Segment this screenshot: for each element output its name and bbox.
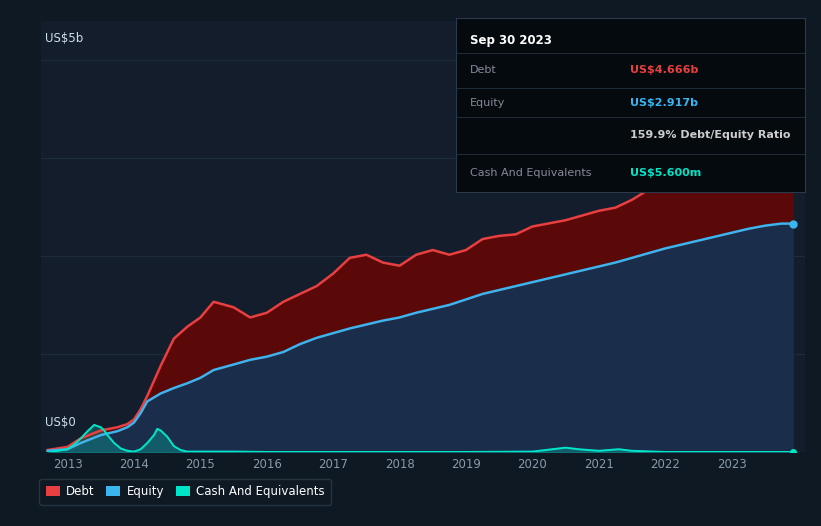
Legend: Debt, Equity, Cash And Equivalents: Debt, Equity, Cash And Equivalents — [39, 479, 331, 504]
Text: US$5.600m: US$5.600m — [631, 168, 701, 178]
Text: Debt: Debt — [470, 65, 497, 76]
Text: US$5b: US$5b — [45, 32, 83, 45]
Text: Cash And Equivalents: Cash And Equivalents — [470, 168, 591, 178]
Text: 159.9% Debt/Equity Ratio: 159.9% Debt/Equity Ratio — [631, 130, 791, 140]
Text: Sep 30 2023: Sep 30 2023 — [470, 34, 552, 47]
Text: Equity: Equity — [470, 98, 505, 108]
Text: US$2.917b: US$2.917b — [631, 98, 698, 108]
Text: US$4.666b: US$4.666b — [631, 65, 699, 76]
Text: US$0: US$0 — [45, 416, 76, 429]
